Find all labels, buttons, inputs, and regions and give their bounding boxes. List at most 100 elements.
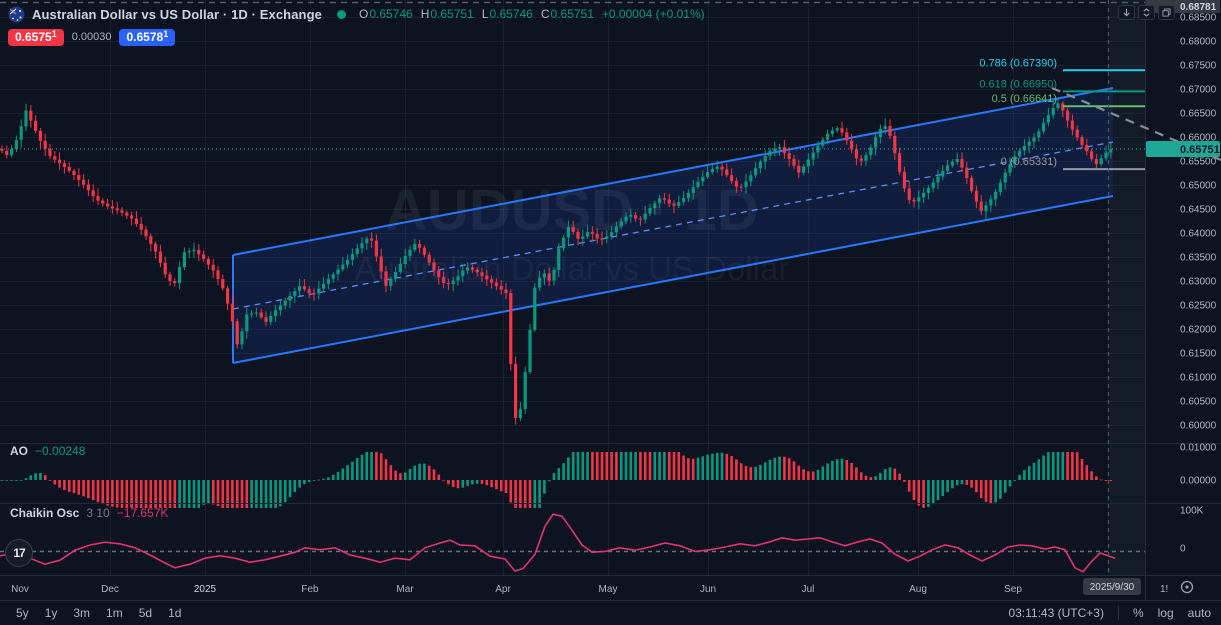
price-axis-tick: 0.68500 xyxy=(1180,13,1217,24)
collapse-pane-button[interactable] xyxy=(1138,5,1155,20)
price-axis-tick: 0.63000 xyxy=(1180,277,1217,288)
current-price-label-box xyxy=(1146,140,1220,157)
price-axis-tick: 0.61000 xyxy=(1180,373,1217,384)
range-button-3m[interactable]: 3m xyxy=(73,606,91,620)
fib-level-label: 0.5 (0.66641) xyxy=(992,93,1057,105)
spread-value: 0.00030 xyxy=(71,31,112,43)
open-value: 0.65746 xyxy=(369,7,413,21)
time-axis-label[interactable]: Sep xyxy=(1004,584,1022,595)
time-axis-label[interactable]: Jun xyxy=(700,584,716,595)
ao-axis-tick: 0.01000 xyxy=(1180,443,1217,454)
chaikin-params: 3 10 xyxy=(86,506,110,520)
low-label: L xyxy=(481,7,489,21)
ohlc-values: O 0.65746 H 0.65751 L 0.65746 C 0.65751 +0.0… xyxy=(359,7,705,21)
price-axis-tick: 0.60500 xyxy=(1180,397,1217,408)
price-axis-tick: 0.65500 xyxy=(1180,157,1217,168)
high-value: 0.65751 xyxy=(430,7,474,21)
close-label: C xyxy=(540,7,550,21)
time-axis-label[interactable]: May xyxy=(599,584,618,595)
price-axis-tick: 0.61500 xyxy=(1180,349,1217,360)
time-axis-label[interactable]: Mar xyxy=(396,584,414,595)
current-price-label: 0.65751 xyxy=(1180,144,1220,156)
change-value: +0.00004 (+0.01%) xyxy=(601,7,705,21)
symbol-title[interactable]: Australian Dollar vs US Dollar · 1D · Ex… xyxy=(32,6,322,22)
price-axis-tick: 0.62500 xyxy=(1180,301,1217,312)
range-button-1y[interactable]: 1y xyxy=(44,606,58,620)
chaikin-line xyxy=(0,513,1116,573)
log-scale-button[interactable]: log xyxy=(1157,606,1174,620)
future-zone xyxy=(1108,0,1145,575)
date-label: 2025/9/30 xyxy=(1090,582,1135,593)
clock-display[interactable]: 03:11:43 (UTC+3) xyxy=(1008,606,1104,620)
range-button-1m[interactable]: 1m xyxy=(106,606,123,620)
time-axis-label[interactable]: Apr xyxy=(495,584,511,595)
range-button-5d[interactable]: 5d xyxy=(138,606,153,620)
bottom-toolbar: 5y 1y 3m 1m 5d 1d 03:11:43 (UTC+3) % log auto xyxy=(0,600,1221,625)
sell-button[interactable]: 0.6575 1 xyxy=(8,28,64,46)
gear-center-dot xyxy=(1185,585,1189,589)
chaikin-axis-tick: 100K xyxy=(1180,506,1204,517)
ao-indicator-label[interactable]: AO −0.00248 xyxy=(10,444,85,458)
fib-level-label: 0.786 (0.67390) xyxy=(979,57,1057,69)
symbol-header: Australian Dollar vs US Dollar · 1D · Ex… xyxy=(8,4,705,24)
range-buttons: 5y 1y 3m 1m 5d 1d xyxy=(10,604,187,622)
price-axis-tick: 0.66500 xyxy=(1180,109,1217,120)
candlestick-series xyxy=(0,98,1113,425)
range-button-5y[interactable]: 5y xyxy=(16,606,29,620)
bid-ask-row: 0.6575 1 0.00030 0.6578 1 xyxy=(8,28,176,46)
restore-window-icon xyxy=(1162,8,1171,17)
pane-controls xyxy=(1118,5,1175,20)
aud-flag-icon xyxy=(8,6,25,22)
watermark-symbol: AUDUSD · 1D xyxy=(385,178,759,243)
watermark-name: Australian Dollar vs US Dollar xyxy=(355,250,790,287)
time-axis-label[interactable]: Feb xyxy=(301,584,319,595)
open-label: O xyxy=(358,7,369,21)
price-axis-tick: 0.65000 xyxy=(1180,181,1217,192)
price-axis-tick: 0.64500 xyxy=(1180,205,1217,216)
close-value: 0.65751 xyxy=(550,7,594,21)
fib-level-label: 0.618 (0.66950) xyxy=(979,78,1057,90)
chaikin-name: Chaikin Osc xyxy=(10,506,80,520)
scroll-to-recent-button[interactable] xyxy=(1118,5,1135,20)
ao-value: −0.00248 xyxy=(35,444,86,458)
arrow-down-icon xyxy=(1123,8,1130,17)
time-axis-partial-label: 1! xyxy=(1160,584,1168,595)
channel-lower-line[interactable] xyxy=(232,195,1114,364)
price-axis-tick: 0.62000 xyxy=(1180,325,1217,336)
time-axis-label[interactable]: Dec xyxy=(101,584,119,595)
chaikin-indicator-label[interactable]: Chaikin Osc 3 10 −17.657K xyxy=(10,506,168,520)
time-axis-label[interactable]: Jul xyxy=(802,584,815,595)
channel-upper-line[interactable] xyxy=(232,87,1114,256)
price-axis-tick: 0.63500 xyxy=(1180,253,1217,264)
low-value: 0.65746 xyxy=(489,7,533,21)
percent-scale-button[interactable]: % xyxy=(1132,606,1144,620)
maximize-pane-button[interactable] xyxy=(1158,5,1175,20)
fib-level-label: 0 (0.65331) xyxy=(1001,156,1057,168)
buy-button[interactable]: 0.6578 1 xyxy=(119,28,176,46)
range-button-1d[interactable]: 1d xyxy=(168,606,182,620)
time-axis-settings-gear-icon[interactable] xyxy=(1180,580,1194,594)
price-axis-tick: 0.67500 xyxy=(1180,61,1217,72)
market-status-icon[interactable] xyxy=(336,9,346,19)
price-axis-tick: 0.67000 xyxy=(1180,85,1217,96)
top-price-label: 0.68781 xyxy=(1180,2,1217,13)
ao-axis-tick: 0.00000 xyxy=(1180,476,1217,487)
price-axis-tick: 0.68000 xyxy=(1180,37,1217,48)
ao-name: AO xyxy=(10,444,28,458)
high-label: H xyxy=(420,7,430,21)
chaikin-value: −17.657K xyxy=(116,506,169,520)
chaikin-axis-tick: 0 xyxy=(1180,544,1186,555)
auto-scale-button[interactable]: auto xyxy=(1187,606,1211,620)
channel-fill[interactable] xyxy=(233,88,1113,363)
price-axis-tick: 0.60000 xyxy=(1180,421,1217,432)
toolbar-divider xyxy=(1117,606,1119,620)
price-axis-tick: 0.64000 xyxy=(1180,229,1217,240)
chevrons-collapse-icon xyxy=(1143,8,1150,17)
time-axis-label[interactable]: Aug xyxy=(909,584,927,595)
time-axis-label[interactable]: Nov xyxy=(11,584,29,595)
tradingview-logo[interactable]: 17 xyxy=(5,539,33,567)
ao-histogram xyxy=(0,452,1113,508)
time-axis-label[interactable]: 2025 xyxy=(194,584,217,595)
